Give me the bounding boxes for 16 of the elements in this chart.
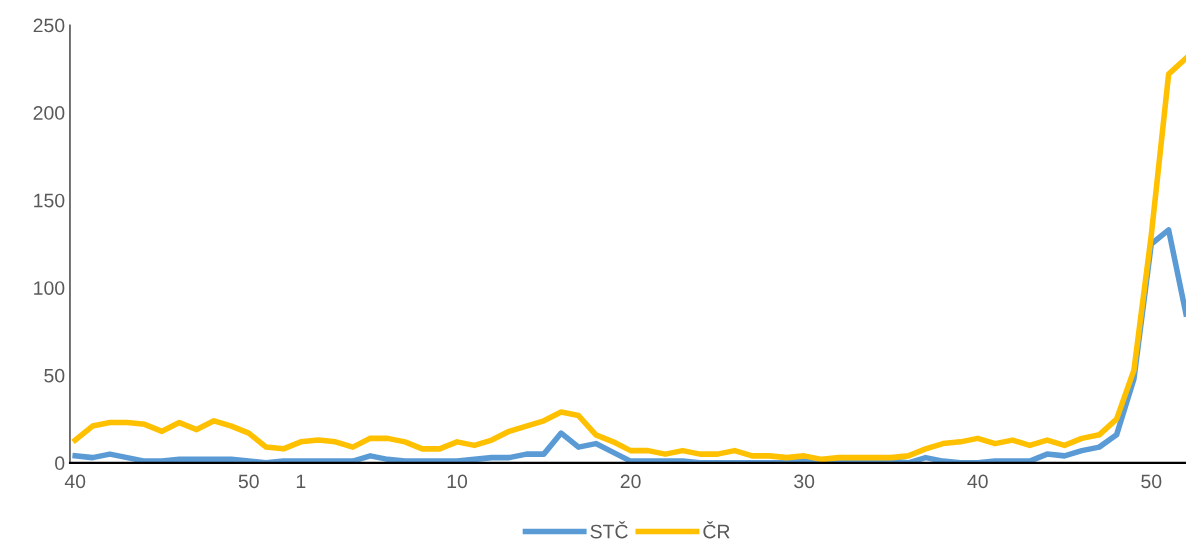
x-tick-label: 50 [1141,474,1162,489]
y-tick-label: 250 [33,18,65,33]
y-tick-label: 0 [55,456,65,471]
y-tick-label: 100 [34,281,65,295]
y-tick-label: 200 [33,106,65,120]
y-tick-label: 150 [34,193,65,208]
x-tick-label: 40 [64,474,86,489]
x-tick-label: 20 [620,474,641,489]
legend-label: ČR [703,521,730,539]
x-tick-label: 40 [967,474,988,489]
x-tick-label: 30 [794,474,815,489]
x-tick-label: 1 [296,474,306,489]
x-tick-label: 10 [447,474,468,489]
x-tick-label: 50 [238,474,259,489]
legend-label: STČ [590,521,628,539]
y-tick-label: 50 [44,368,65,383]
